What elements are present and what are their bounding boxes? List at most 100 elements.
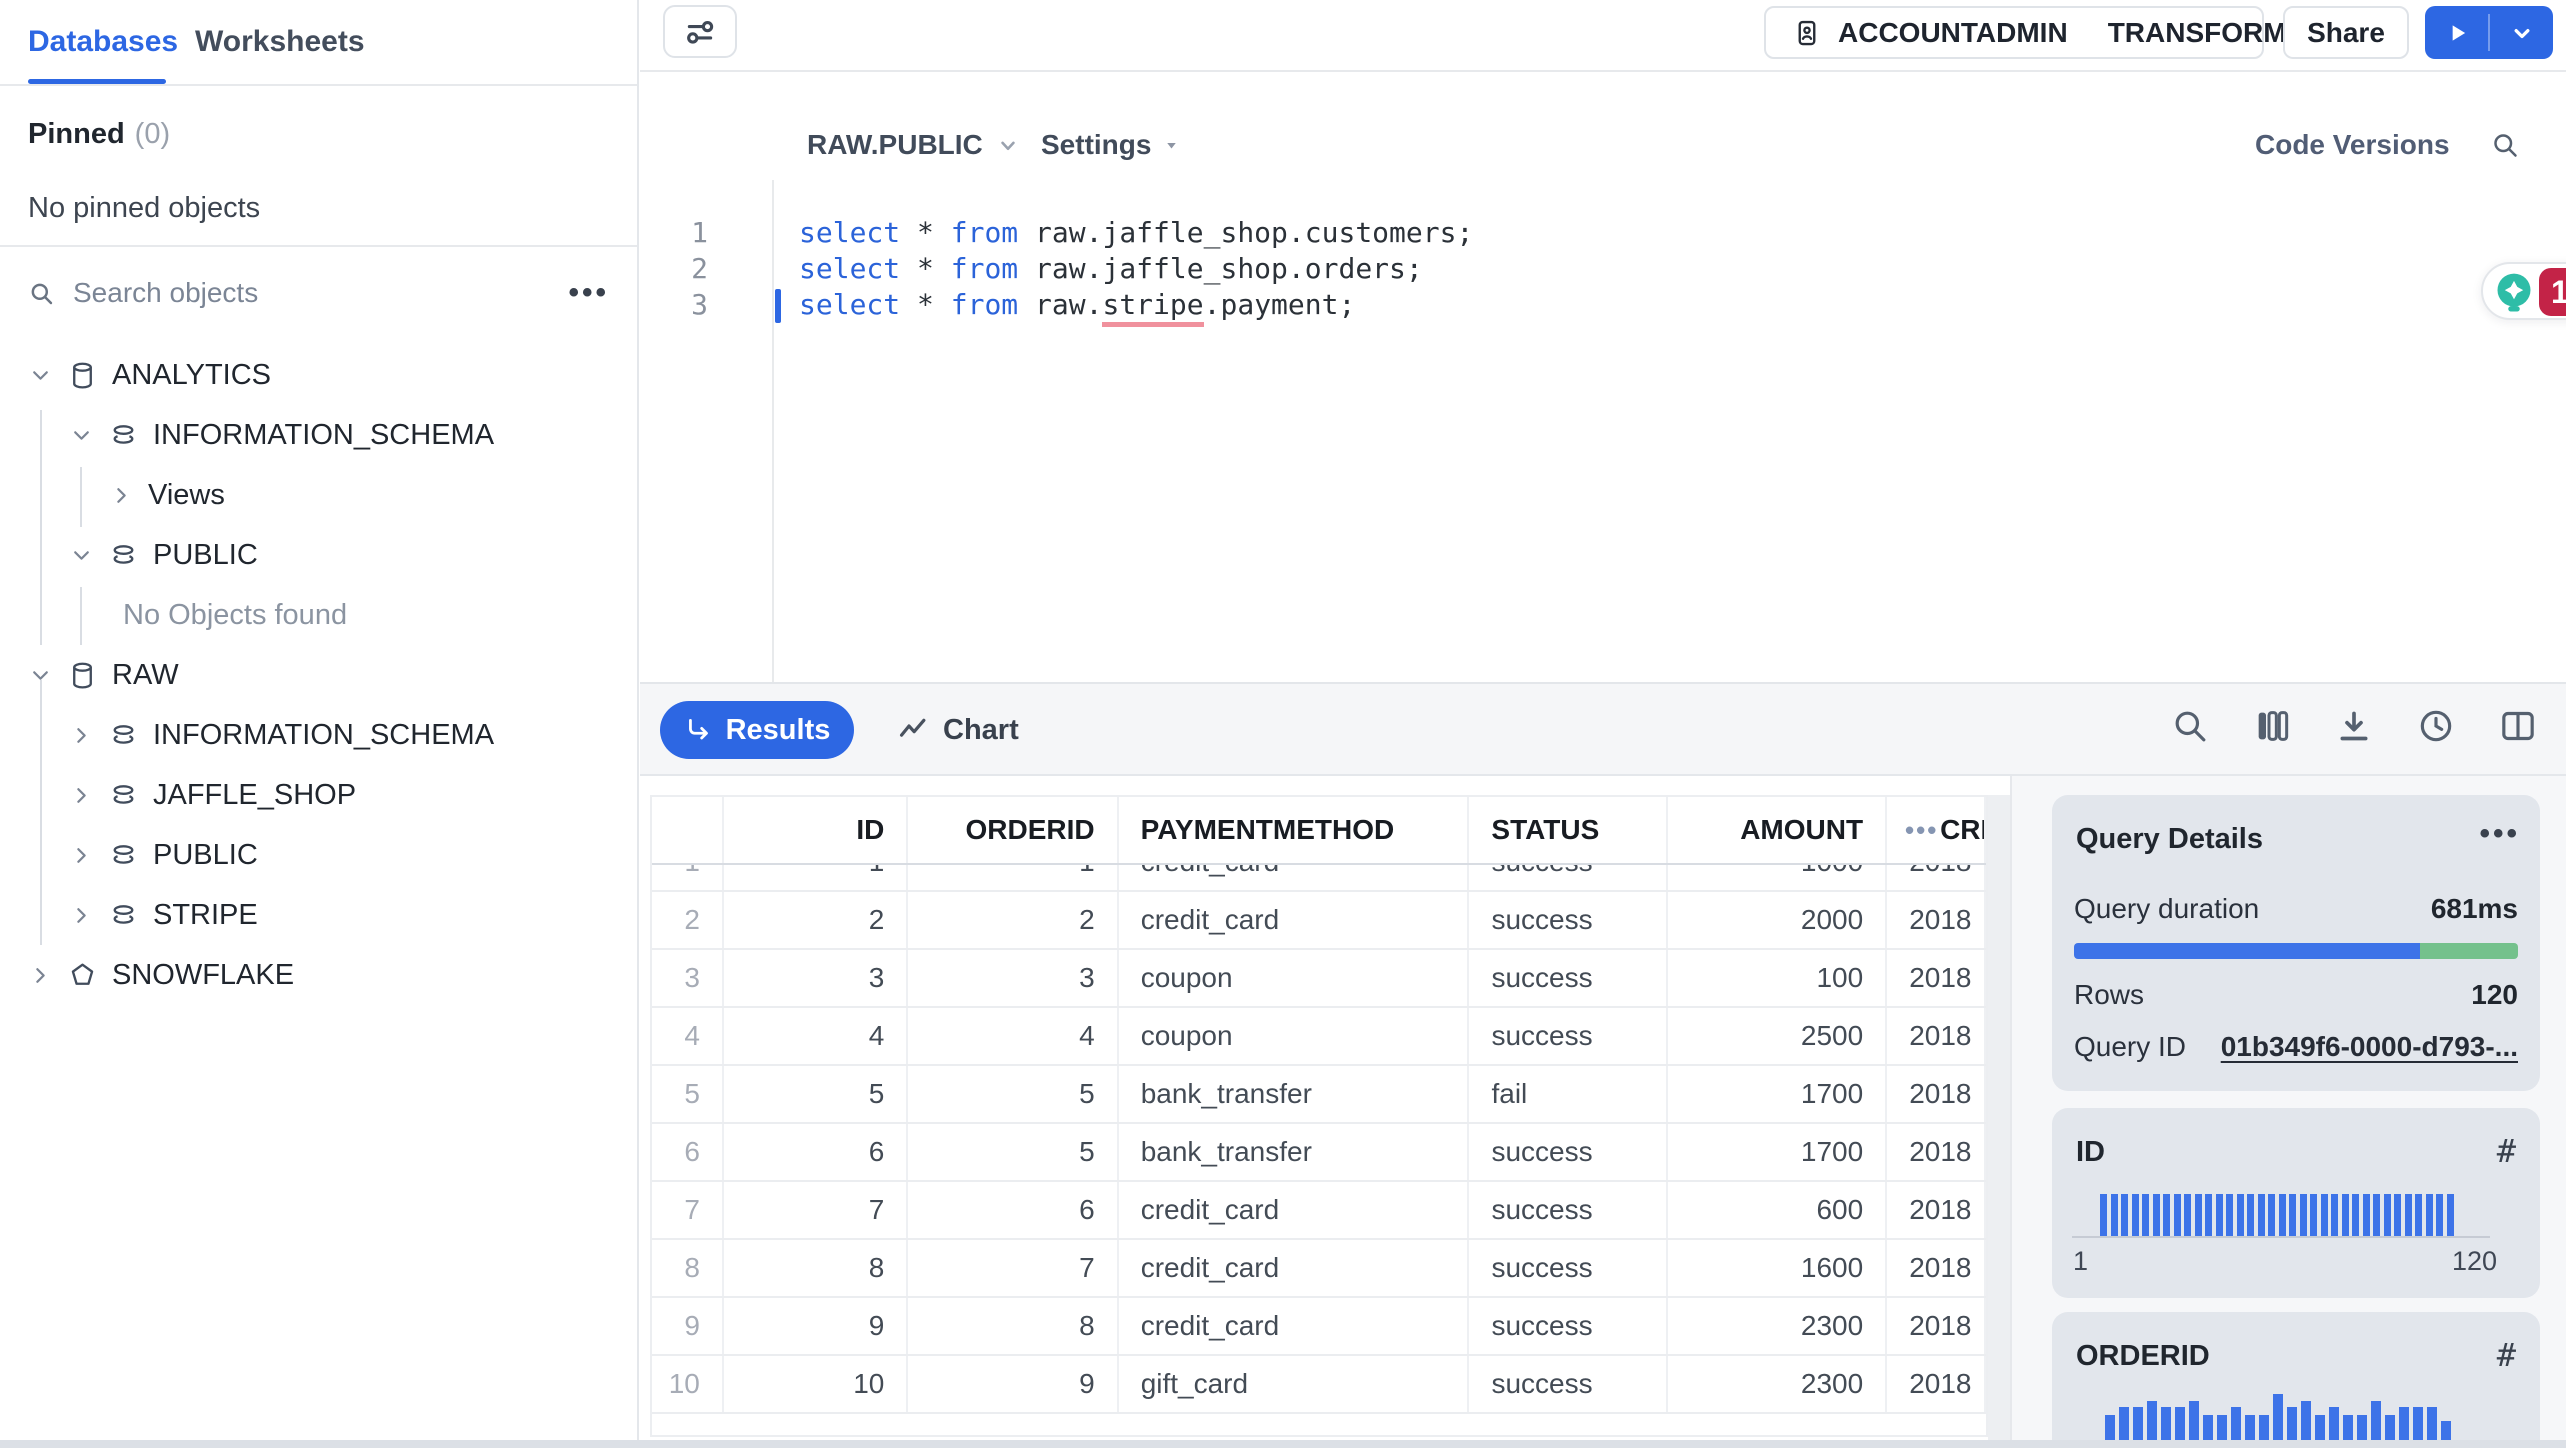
query-details-more-icon[interactable]: ••• [2479,817,2520,850]
horizontal-scrollbar[interactable] [0,1440,2566,1448]
worksheet-config-button[interactable] [663,5,737,58]
cell[interactable]: credit_card [1119,1182,1470,1238]
header-cell-created[interactable]: CREATED [1887,797,1986,863]
cell[interactable]: 7 [724,1182,909,1238]
cell[interactable]: 9 [724,1298,909,1354]
cell[interactable]: 2500 [1668,1008,1888,1064]
tree-item-information-schema[interactable]: INFORMATION_SCHEMA [0,705,637,765]
cell[interactable]: 7 [908,1240,1119,1296]
cell[interactable]: success [1469,1298,1668,1354]
code-line-2[interactable]: 2 select * from raw.jaffle_shop.orders; [640,250,2566,286]
cell[interactable]: credit_card [1119,1240,1470,1296]
tree-item-views[interactable]: Views [0,465,637,525]
history-clock-icon[interactable] [2416,706,2456,746]
run-button[interactable] [2425,6,2488,59]
cell[interactable]: 2300 [1668,1298,1888,1354]
tree-item-public[interactable]: PUBLIC [0,525,637,585]
cell[interactable]: 6 [908,1182,1119,1238]
code-versions-button[interactable]: Code Versions [2255,118,2450,172]
chevron-right-icon[interactable] [69,843,94,868]
cell[interactable]: 600 [1668,1182,1888,1238]
copilot-suggestion-pill[interactable]: 1 [2481,262,2566,320]
cell[interactable]: 1700 [1668,1124,1888,1180]
cell[interactable]: 3 [724,950,909,1006]
chevron-right-icon[interactable] [109,483,134,508]
cell[interactable]: success [1469,1124,1668,1180]
hash-icon[interactable]: # [2496,1336,2516,1374]
hash-icon[interactable]: # [2496,1132,2516,1170]
header-cell-id[interactable]: ID [724,797,909,863]
chevron-down-icon[interactable] [28,363,53,388]
cell[interactable]: 2018 [1887,1182,1986,1238]
cell[interactable]: 6 [724,1124,909,1180]
cell[interactable]: 2018 [1887,1298,1986,1354]
header-cell-orderid[interactable]: ORDERID [908,797,1119,863]
share-button[interactable]: Share [2283,6,2409,59]
cell[interactable]: success [1469,892,1668,948]
tab-databases[interactable]: Databases [28,25,179,58]
cell[interactable]: 2018 [1887,892,1986,948]
cell[interactable]: 2018 [1887,1124,1986,1180]
table-vertical-scrollbar[interactable] [1988,795,2010,1440]
tree-item-stripe[interactable]: STRIPE [0,885,637,945]
chevron-right-icon[interactable] [69,903,94,928]
header-cell-paymentmethod[interactable]: PAYMENTMETHOD [1119,797,1470,863]
cell[interactable]: credit_card [1119,892,1470,948]
cell[interactable]: 2 [908,892,1119,948]
cell[interactable]: 2018 [1887,1356,1986,1412]
tab-worksheets[interactable]: Worksheets [195,25,365,58]
search-results-icon[interactable] [2170,706,2210,746]
chevron-down-icon[interactable] [69,423,94,448]
context-selector[interactable]: RAW.PUBLIC [807,118,1021,172]
chevron-down-icon[interactable] [28,663,53,688]
code-line-3[interactable]: 3 select * from raw.stripe.payment; [640,286,2566,327]
columns-icon[interactable] [2252,706,2292,746]
tree-item-raw[interactable]: RAW [0,645,637,705]
cell[interactable]: gift_card [1119,1356,1470,1412]
cell[interactable]: 5 [908,1066,1119,1122]
cell[interactable]: 2018 [1887,950,1986,1006]
cell[interactable]: 1700 [1668,1066,1888,1122]
cell[interactable]: credit_card [1119,1298,1470,1354]
split-panel-icon[interactable] [2498,706,2538,746]
cell[interactable]: 2018 [1887,1066,1986,1122]
column-menu-icon[interactable]: ••• [1905,815,1939,845]
cell[interactable]: 8 [908,1298,1119,1354]
cell[interactable]: success [1469,1356,1668,1412]
cell[interactable]: 4 [724,1008,909,1064]
editor-search-button[interactable] [2490,118,2520,172]
cell[interactable]: 2300 [1668,1356,1888,1412]
chevron-down-icon[interactable] [69,543,94,568]
tree-item-snowflake[interactable]: SNOWFLAKE [0,945,637,1005]
settings-menu[interactable]: Settings [1041,118,1180,172]
cell[interactable]: 5 [908,1124,1119,1180]
tree-item-public[interactable]: PUBLIC [0,825,637,885]
cell[interactable]: 2018 [1887,1240,1986,1296]
header-cell-amount[interactable]: AMOUNT [1668,797,1888,863]
tree-item-analytics[interactable]: ANALYTICS [0,345,637,405]
tree-item-information-schema[interactable]: INFORMATION_SCHEMA [0,405,637,465]
role-warehouse-selector[interactable]: ACCOUNTADMIN TRANSFORMING [1764,6,2336,59]
run-options-button[interactable] [2490,6,2553,59]
cell[interactable]: 5 [724,1066,909,1122]
cell[interactable]: 10 [724,1356,909,1412]
cell[interactable]: bank_transfer [1119,1066,1470,1122]
cell[interactable]: 8 [724,1240,909,1296]
code-line-1[interactable]: 1 select * from raw.jaffle_shop.customers… [640,214,2566,250]
tab-chart[interactable]: Chart [897,701,1019,759]
chevron-right-icon[interactable] [28,963,53,988]
cell[interactable]: 3 [908,950,1119,1006]
cell[interactable]: 4 [908,1008,1119,1064]
cell[interactable]: bank_transfer [1119,1124,1470,1180]
cell[interactable]: coupon [1119,950,1470,1006]
cell[interactable]: 2000 [1668,892,1888,948]
cell[interactable]: success [1469,950,1668,1006]
download-icon[interactable] [2334,706,2374,746]
query-id-link[interactable]: 01b349f6-0000-d793-... [2220,1031,2518,1062]
cell[interactable]: 1600 [1668,1240,1888,1296]
cell[interactable]: coupon [1119,1008,1470,1064]
tab-results[interactable]: Results [660,701,854,759]
cell[interactable]: 2 [724,892,909,948]
cell[interactable]: 2018 [1887,1008,1986,1064]
cell[interactable]: success [1469,1240,1668,1296]
